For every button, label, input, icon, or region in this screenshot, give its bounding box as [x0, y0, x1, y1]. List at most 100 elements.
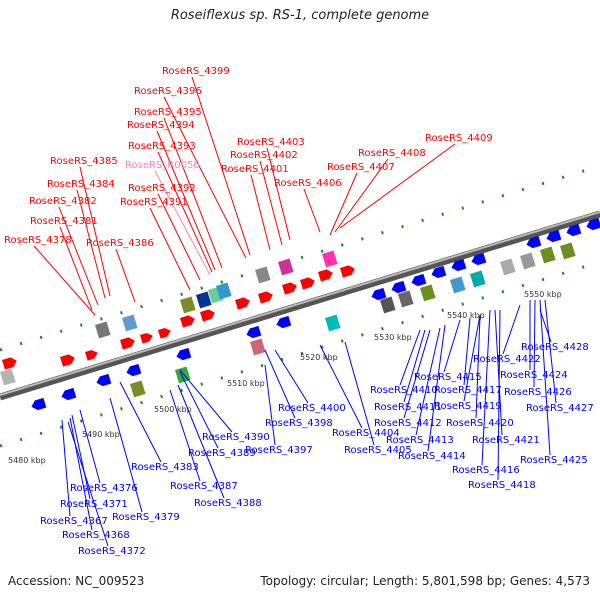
forward-gene-arrow [300, 277, 315, 290]
forward-gene-label: RoseRS_4396 [134, 86, 202, 97]
forward-gene-arrow [85, 349, 98, 361]
forward-leader-line [33, 245, 96, 316]
reverse-gene-arrow [176, 347, 192, 361]
forward-leader-line [329, 172, 358, 236]
reverse-leader-line [69, 417, 93, 531]
reverse-gene-label: RoseRS_4376 [70, 483, 138, 494]
forward-gene-label: RoseRS_4406 [274, 178, 342, 189]
reverse-leader-line [497, 309, 501, 481]
forward-leader-line [303, 188, 321, 233]
forward-gene-arrow [180, 315, 195, 328]
forward-gene-label: RoseRS_R0056 [125, 160, 200, 171]
forward-gene-label: RoseRS_4399 [162, 66, 230, 77]
reverse-gene-arrow [96, 373, 112, 387]
forward-gene-label: RoseRS_4402 [230, 150, 298, 161]
forward-gene-label: RoseRS_4393 [128, 141, 196, 152]
reverse-gene-arrow [566, 223, 582, 237]
reverse-gene-label: RoseRS_4414 [398, 451, 466, 462]
reverse-leader-line [274, 349, 309, 404]
feature-box [470, 270, 486, 288]
reverse-gene-label: RoseRS_4425 [520, 455, 588, 466]
reverse-gene-label: RoseRS_4367 [40, 516, 108, 527]
reverse-leader-line [443, 319, 461, 373]
kbp-tick-group: 5480 kbp 5490 kbp 5500 kbp 5510 kbp 5520 kbp… [8, 290, 562, 465]
reverse-gene-arrow [451, 258, 467, 272]
feature-box [520, 252, 536, 270]
feature-box [196, 291, 212, 309]
forward-gene-label: RoseRS_4408 [358, 148, 426, 159]
feature-box [380, 296, 396, 314]
reverse-leader-line [427, 324, 446, 452]
reverse-gene-arrow [431, 265, 447, 279]
forward-gene-label: RoseRS_4385 [50, 156, 118, 167]
reverse-gene-label: RoseRS_4422 [473, 354, 541, 365]
forward-leader-line [59, 226, 93, 311]
forward-gene-label: RoseRS_4386 [86, 238, 154, 249]
reverse-gene-arrow [471, 252, 487, 266]
topology-text: Topology: circular; Length: 5,801,598 bp… [260, 574, 590, 588]
forward-gene-label: RoseRS_4409 [425, 133, 493, 144]
feature-box [122, 314, 138, 332]
forward-gene-arrow [60, 354, 75, 367]
reverse-leader-line [502, 304, 521, 355]
forward-gene-arrow [282, 282, 297, 295]
reverse-leader-line [533, 299, 536, 388]
reverse-leader-line [399, 329, 421, 386]
reverse-gene-label: RoseRS_4427 [526, 403, 594, 414]
reverse-gene-label: RoseRS_4397 [245, 445, 313, 456]
reverse-leader-line [481, 309, 491, 466]
reverse-gene-label: RoseRS_4404 [332, 428, 400, 439]
reverse-gene-label: RoseRS_4426 [504, 387, 572, 398]
reverse-leader-line [119, 381, 162, 463]
forward-leader-line [163, 117, 223, 269]
forward-gene-arrow [140, 332, 153, 344]
feature-box [540, 246, 556, 264]
reverse-gene-arrow [61, 387, 77, 401]
forward-gene-arrow [2, 357, 17, 370]
forward-gene-arrow [200, 309, 215, 322]
reverse-leader-line [177, 384, 225, 499]
reverse-leader-line [179, 371, 219, 449]
forward-gene-label: RoseRS_4381 [30, 216, 98, 227]
accession-text: Accession: NC_009523 [8, 574, 145, 588]
forward-leader-line [58, 206, 99, 306]
gene-group [0, 217, 600, 411]
feature-box [130, 380, 146, 398]
feature-box [420, 284, 436, 302]
forward-gene-label: RoseRS_4391 [120, 197, 188, 208]
reverse-gene-label: RoseRS_4412 [374, 418, 442, 429]
feature-box [560, 242, 576, 260]
reverse-leader-line [403, 329, 431, 419]
forward-leader-line [156, 130, 216, 271]
forward-leader-line [157, 151, 213, 273]
forward-gene-label: RoseRS_4395 [134, 107, 202, 118]
reverse-gene-arrow [546, 229, 562, 243]
reverse-leader-line [475, 315, 481, 419]
reverse-gene-label: RoseRS_4388 [194, 498, 262, 509]
reverse-leader-line [169, 389, 201, 482]
feature-box [500, 258, 516, 276]
forward-gene-label: RoseRS_4392 [128, 183, 196, 194]
feature-box [249, 338, 266, 356]
forward-gene-label: RoseRS_4384 [47, 179, 115, 190]
feature-box [278, 258, 294, 276]
reverse-leader-line [539, 299, 551, 456]
reverse-gene-label: RoseRS_4413 [386, 435, 454, 446]
reverse-gene-arrow [126, 363, 142, 377]
reverse-leader-line [344, 341, 375, 446]
kbp-label: 5540 kbp [447, 311, 485, 320]
reverse-gene-label: RoseRS_4428 [521, 342, 589, 353]
forward-gene-label: RoseRS_4403 [237, 137, 305, 148]
reverse-gene-arrow [526, 235, 542, 249]
kbp-label: 5520 kbp [300, 353, 338, 362]
reverse-leader-line [264, 364, 276, 446]
reverse-gene-label: RoseRS_4411 [374, 402, 442, 413]
reverse-gene-label: RoseRS_4421 [472, 435, 540, 446]
reverse-gene-arrow [371, 287, 387, 301]
reverse-gene-label: RoseRS_4419 [434, 401, 502, 412]
reverse-gene-label: RoseRS_4371 [60, 499, 128, 510]
forward-gene-arrow [235, 297, 250, 310]
reverse-leader-line [403, 329, 426, 403]
kbp-label: 5490 kbp [82, 430, 120, 439]
